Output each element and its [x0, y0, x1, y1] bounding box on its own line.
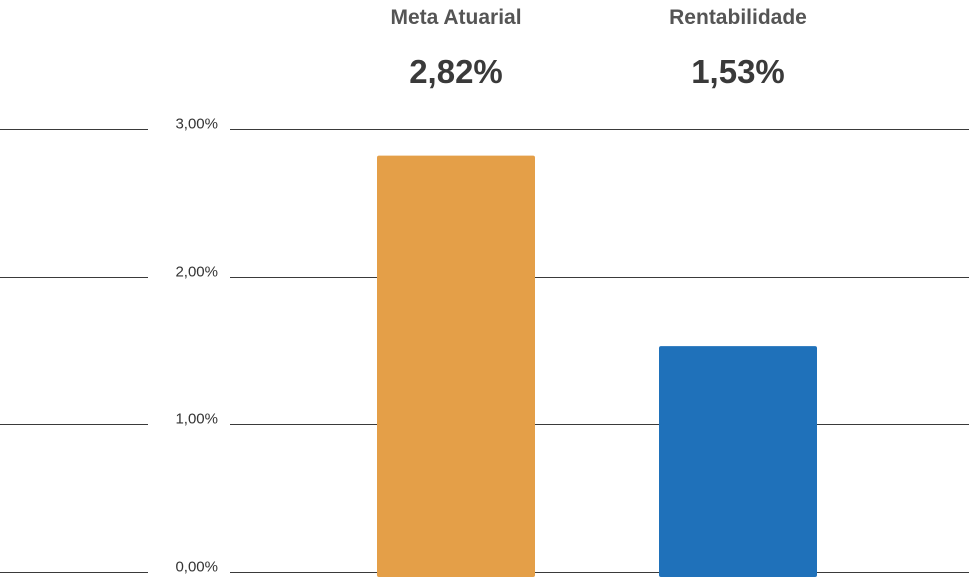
- y-tick-label: 3,00%: [175, 116, 218, 133]
- category-label: Rentabilidade: [669, 6, 807, 29]
- bar-labels: Meta Atuarial 2,82% Rentabilidade 1,53%: [390, 6, 806, 90]
- bar-2: [659, 346, 817, 577]
- value-label: 2,82%: [409, 53, 503, 90]
- y-axis-ticks: 0,00% 1,00% 2,00% 3,00%: [175, 116, 218, 576]
- category-label: Meta Atuarial: [390, 6, 521, 29]
- bar-1: [377, 155, 535, 577]
- y-tick-label: 2,00%: [175, 264, 218, 281]
- bars: [377, 155, 817, 577]
- y-tick-label: 0,00%: [175, 559, 218, 576]
- gridlines: [0, 129, 969, 573]
- y-tick-label: 1,00%: [175, 411, 218, 428]
- value-label: 1,53%: [691, 53, 785, 90]
